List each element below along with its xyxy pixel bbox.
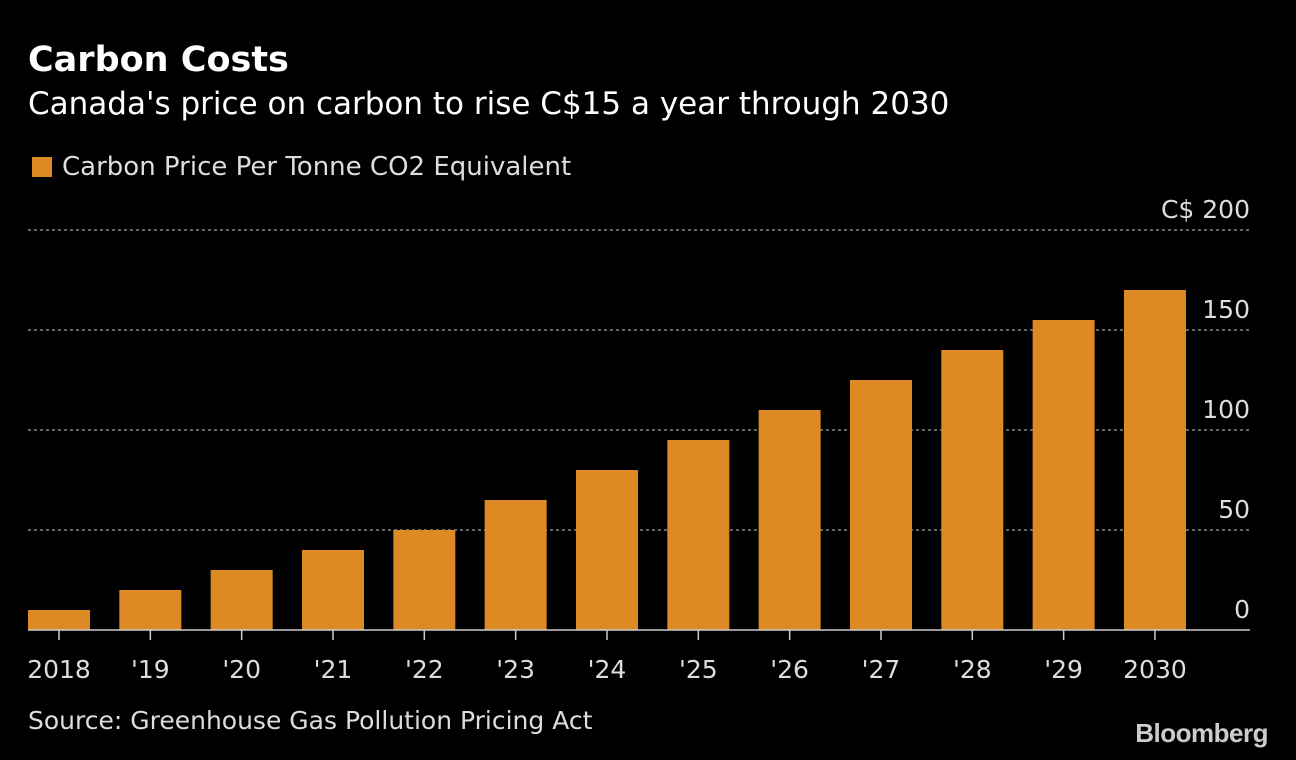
bar	[119, 590, 182, 630]
bar	[301, 550, 364, 630]
bloomberg-logo: Bloomberg	[1135, 718, 1268, 748]
x-tick-label: '23	[496, 655, 535, 684]
x-tick-label: '28	[953, 655, 992, 684]
y-tick-label: 50	[1218, 495, 1250, 524]
x-tick-label: 2018	[27, 655, 91, 684]
legend: Carbon Price Per Tonne CO2 Equivalent	[32, 152, 571, 182]
x-tick-label: '24	[588, 655, 627, 684]
bar	[484, 500, 547, 630]
bar	[28, 610, 90, 630]
x-tick-label: '21	[314, 655, 353, 684]
bar	[758, 410, 821, 630]
x-tick-label: '19	[131, 655, 170, 684]
x-tick-label: '22	[405, 655, 444, 684]
x-tick-label: '27	[862, 655, 901, 684]
y-tick-label: 0	[1234, 595, 1250, 624]
bar	[1123, 290, 1186, 630]
y-tick-label: 150	[1202, 295, 1250, 324]
legend-label: Carbon Price Per Tonne CO2 Equivalent	[62, 152, 572, 182]
bar	[575, 470, 638, 630]
x-tick-label: '29	[1044, 655, 1083, 684]
bar	[393, 530, 456, 630]
bar	[849, 380, 912, 630]
x-tick-label: 2030	[1123, 655, 1187, 684]
y-tick-label: 100	[1202, 395, 1250, 424]
bar	[210, 570, 273, 630]
source-note: Source: Greenhouse Gas Pollution Pricing…	[28, 706, 593, 735]
bar	[1032, 320, 1095, 630]
chart-title: Carbon Costs	[28, 40, 289, 80]
x-tick-label: '25	[679, 655, 718, 684]
chart-subtitle: Canada's price on carbon to rise C$15 a …	[28, 86, 950, 122]
x-tick-label: '26	[770, 655, 809, 684]
bar	[667, 440, 730, 630]
bar	[941, 350, 1004, 630]
y-tick-label: C$ 200	[1161, 195, 1250, 224]
x-tick-label: '20	[222, 655, 261, 684]
legend-swatch	[32, 157, 52, 177]
